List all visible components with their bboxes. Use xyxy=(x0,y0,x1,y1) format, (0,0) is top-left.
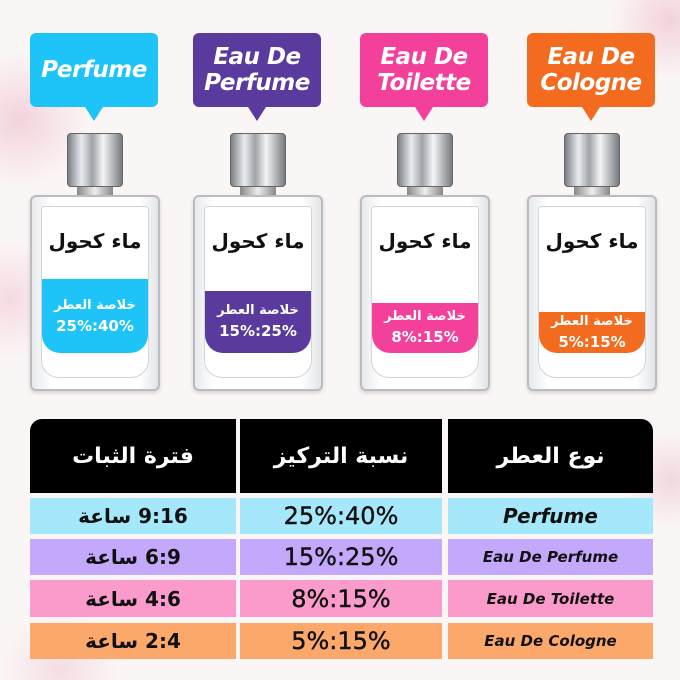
bottle-neck xyxy=(407,187,443,197)
bottle-neck xyxy=(574,187,610,197)
essence-label: خلاصة العطر xyxy=(54,297,136,313)
bottle-cap xyxy=(230,133,286,187)
essence-liquid: خلاصة العطر 8%:15% xyxy=(372,302,478,353)
bottle-concentration: 15%:25% xyxy=(219,322,297,341)
row-duration: 6:9 ساعة xyxy=(30,539,236,575)
header-duration: فترة الثبات xyxy=(30,419,236,493)
essence-liquid: خلاصة العطر 25%:40% xyxy=(42,279,148,353)
alcohol-label: ماء كحول xyxy=(378,229,472,253)
bottle-body: ماء كحول خلاصة العطر 15%:25% xyxy=(193,195,323,391)
row-concentration: 8%:15% xyxy=(240,580,442,617)
perfume-bottle: ماء كحول خلاصة العطر 5%:15% xyxy=(527,133,657,393)
bottle-neck xyxy=(240,187,276,197)
essence-label: خلاصة العطر xyxy=(384,309,466,325)
bottle-glass: ماء كحول خلاصة العطر 5%:15% xyxy=(538,206,646,378)
bottle-body: ماء كحول خلاصة العطر 5%:15% xyxy=(527,195,657,391)
type-bubble: Eau De Cologne xyxy=(527,33,655,121)
perfume-bottle: ماء كحول خلاصة العطر 15%:25% xyxy=(193,133,323,393)
bottle-concentration: 5%:15% xyxy=(558,332,626,351)
row-type: Perfume xyxy=(448,498,653,534)
alcohol-label: ماء كحول xyxy=(211,229,305,253)
row-concentration: 15%:25% xyxy=(240,539,442,575)
essence-liquid: خلاصة العطر 15%:25% xyxy=(205,290,311,353)
bottle-concentration: 25%:40% xyxy=(56,316,134,335)
row-type: Eau De Cologne xyxy=(448,623,653,659)
bottle-cap xyxy=(67,133,123,187)
perfume-bottle: ماء كحول خلاصة العطر 25%:40% xyxy=(30,133,160,393)
type-bubble: Eau De Toilette xyxy=(360,33,488,121)
row-type: Eau De Toilette xyxy=(448,580,653,617)
header-type: نوع العطر xyxy=(448,419,653,493)
row-concentration: 25%:40% xyxy=(240,498,442,534)
bottle-body: ماء كحول خلاصة العطر 8%:15% xyxy=(360,195,490,391)
alcohol-label: ماء كحول xyxy=(48,229,142,253)
row-duration: 4:6 ساعة xyxy=(30,580,236,617)
row-duration: 2:4 ساعة xyxy=(30,623,236,659)
bottle-glass: ماء كحول خلاصة العطر 25%:40% xyxy=(41,206,149,378)
bottle-cap xyxy=(397,133,453,187)
bottle-body: ماء كحول خلاصة العطر 25%:40% xyxy=(30,195,160,391)
alcohol-label: ماء كحول xyxy=(545,229,639,253)
bottle-neck xyxy=(77,187,113,197)
bottle-concentration: 8%:15% xyxy=(391,328,459,347)
essence-label: خلاصة العطر xyxy=(217,303,299,319)
type-bubble: Perfume xyxy=(30,33,158,121)
essence-liquid: خلاصة العطر 5%:15% xyxy=(539,311,645,353)
row-duration: 9:16 ساعة xyxy=(30,498,236,534)
perfume-bottle: ماء كحول خلاصة العطر 8%:15% xyxy=(360,133,490,393)
essence-label: خلاصة العطر xyxy=(551,313,633,329)
row-type: Eau De Perfume xyxy=(448,539,653,575)
bottle-cap xyxy=(564,133,620,187)
bottle-glass: ماء كحول خلاصة العطر 8%:15% xyxy=(371,206,479,378)
type-bubble: Eau De Perfume xyxy=(193,33,321,121)
header-concentration: نسبة التركيز xyxy=(240,419,442,493)
row-concentration: 5%:15% xyxy=(240,623,442,659)
bottle-glass: ماء كحول خلاصة العطر 15%:25% xyxy=(204,206,312,378)
